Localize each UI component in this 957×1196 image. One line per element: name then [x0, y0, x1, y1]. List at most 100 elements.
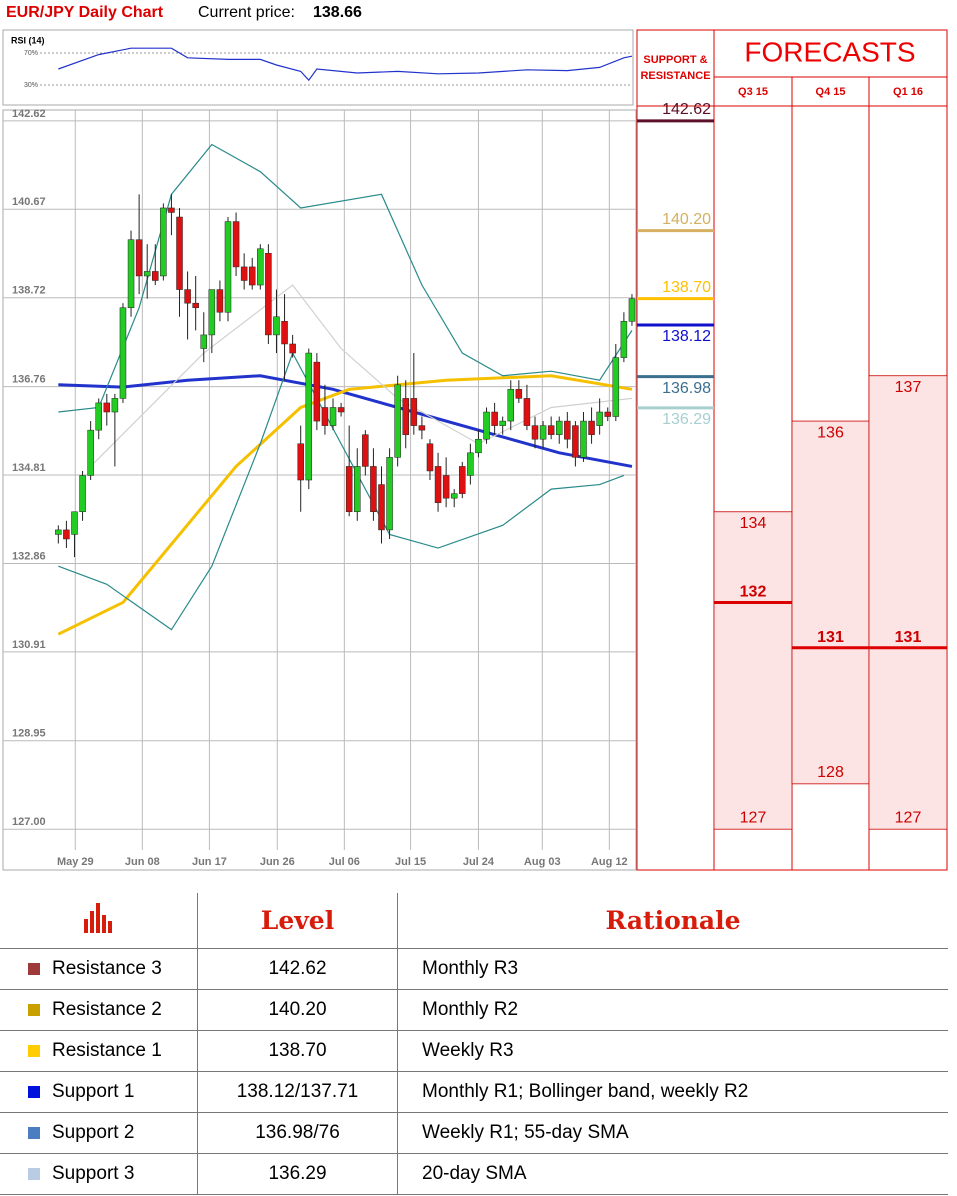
candle-body [386, 457, 393, 531]
candle-body [620, 321, 628, 358]
forecast-low: 127 [740, 809, 767, 826]
level-name: Resistance 3 [52, 958, 162, 979]
candle-body [604, 411, 611, 417]
candle-body [135, 239, 143, 277]
level-table: Level Rationale Resistance 3 142.62 Monthl… [0, 893, 948, 1195]
chart: RSI (14) FORECASTS 70% 30% 142.62 140.67 138… [2, 29, 948, 871]
forecast-low: 128 [817, 764, 844, 781]
forecast-mid-label: 131 [817, 629, 844, 646]
y-tick-label: 128.95 [12, 728, 46, 740]
candle-body [491, 411, 498, 426]
rsi-frame [2, 29, 634, 106]
swatch [28, 1085, 40, 1098]
candle-body [200, 334, 208, 349]
candle-body [63, 529, 70, 540]
candle-body [402, 398, 409, 435]
cell: 20-day SMA [397, 1153, 948, 1195]
x-tick-label: Jul 15 [395, 856, 426, 868]
candle-body [378, 484, 385, 531]
candle-body [119, 307, 127, 399]
x-tick-label: Jul 24 [463, 856, 495, 868]
cell: 138.70 [197, 1030, 398, 1072]
y-tick-label: 132.86 [12, 550, 46, 562]
price: 138.66 [313, 4, 362, 21]
table-row: Resistance 3 142.62 Monthly R3 [0, 948, 948, 990]
x-tick-label: Jun 08 [125, 856, 160, 868]
rationale: Weekly R1; 55-day SMA [422, 1122, 629, 1143]
candle-body [515, 389, 523, 399]
indicator-line [90, 284, 633, 467]
candle-body [410, 398, 418, 426]
price-label: Current price: [198, 4, 295, 21]
candle-body [394, 384, 401, 458]
candle-body [143, 271, 151, 277]
x-tick-label: Jun 17 [192, 856, 227, 868]
candle-body [483, 411, 490, 440]
forecast-title: FORECASTS [744, 36, 915, 67]
level-label: 138.70 [662, 279, 711, 296]
candle-body [499, 420, 506, 426]
candle-body [281, 321, 288, 345]
candle-body [345, 466, 353, 513]
cell: 136.29 [197, 1153, 398, 1195]
column-label: Q1 16 [893, 86, 923, 98]
candle-body [55, 529, 62, 535]
table-row: Support 1 138.12/137.71 Monthly R1; Bollin… [0, 1071, 948, 1113]
rsi-title: RSI (14) [11, 35, 45, 45]
candle-body [257, 248, 264, 286]
x-tick-label: Jul 06 [329, 856, 360, 868]
rationale: 20-day SMA [422, 1163, 527, 1184]
candle-body [103, 402, 111, 413]
candle-body [362, 434, 369, 467]
cell: 136.98/76 [197, 1112, 398, 1154]
x-tick-label: May 29 [57, 856, 94, 868]
candle-body [418, 425, 426, 431]
candle-body [507, 389, 515, 422]
candle-body [240, 266, 248, 281]
candle-body [572, 425, 579, 458]
table-header: Rationale [397, 893, 948, 949]
candle-body [79, 475, 86, 513]
swatch [28, 1044, 40, 1057]
candle-body [442, 475, 450, 499]
level-name: Resistance 2 [52, 999, 162, 1020]
candle-body [305, 352, 313, 481]
forecast-low: 127 [895, 809, 922, 826]
level-label: 136.98 [662, 380, 711, 397]
rationale: Monthly R1; Bollinger band, weekly R2 [422, 1081, 749, 1102]
y-tick-label: 130.91 [12, 639, 46, 651]
candle-body [152, 271, 159, 281]
rationale: Monthly R2 [422, 999, 519, 1020]
candle-body [354, 466, 361, 513]
level-label: 138.12 [662, 328, 711, 345]
y-tick-label: 127.00 [12, 816, 46, 828]
forecast-high: 136 [817, 424, 844, 441]
rsi-line [58, 47, 633, 82]
table-row: Support 2 136.98/76 Weekly R1; 55-day SMA [0, 1112, 948, 1154]
level-name: Support 2 [52, 1122, 135, 1143]
forecast-mid-label: 132 [740, 584, 767, 601]
level-label: 136.29 [662, 411, 711, 428]
candle-body [523, 398, 531, 426]
forecast-range [868, 375, 948, 830]
y-tick-label: 140.67 [12, 196, 46, 208]
candle-body [273, 316, 280, 336]
cell: Support 3 [0, 1153, 198, 1195]
y-tick-label: 70% [24, 50, 38, 57]
level-value: 142.62 [268, 958, 327, 979]
level-label: 140.20 [662, 211, 711, 228]
forecast-high: 134 [740, 515, 767, 532]
cell: Resistance 2 [0, 989, 198, 1031]
y-tick-label: 30% [24, 82, 38, 89]
cell: Monthly R1; Bollinger band, weekly R2 [397, 1071, 948, 1113]
candle-body [475, 438, 482, 454]
icon [83, 902, 112, 933]
candle-body [232, 221, 240, 268]
candle-body [564, 420, 571, 440]
level-value: 140.20 [268, 999, 327, 1020]
cell: 138.12/137.71 [197, 1071, 398, 1113]
candle-body [539, 425, 547, 440]
cell: Support 1 [0, 1071, 198, 1113]
level-name: Support 3 [52, 1163, 135, 1184]
